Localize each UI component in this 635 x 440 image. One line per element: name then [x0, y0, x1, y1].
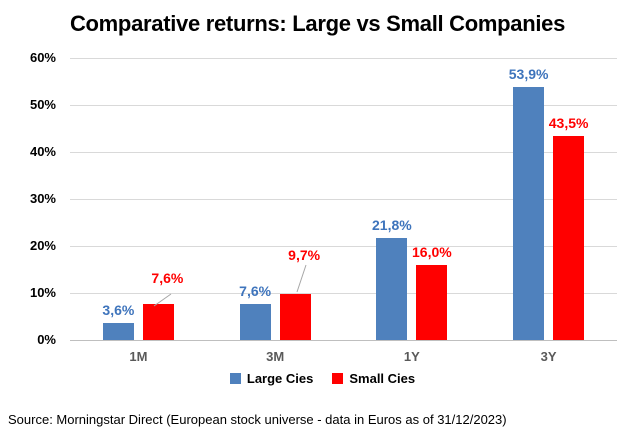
gridline — [70, 246, 617, 247]
large-cies-bar-1m — [102, 323, 134, 340]
value-label: 7,6% — [151, 270, 184, 286]
value-label: 21,8% — [372, 217, 412, 233]
large-cies-bar-3m — [239, 304, 271, 340]
value-label: 53,9% — [508, 66, 549, 82]
small-cies-bar-3y — [553, 136, 585, 340]
gridline — [70, 58, 617, 59]
category-label: 3M — [266, 349, 285, 364]
y-axis-tick-label: 10% — [29, 285, 56, 300]
y-axis-tick-label: 50% — [29, 97, 56, 112]
source-note: Source: Morningstar Direct (European sto… — [8, 412, 507, 427]
small-cies-bar-1y — [416, 265, 448, 340]
legend-swatch-icon — [229, 373, 241, 384]
y-axis-tick-label: 30% — [29, 191, 56, 206]
y-axis-tick-label: 0% — [37, 332, 56, 347]
large-cies-bar-1y — [376, 238, 408, 340]
legend-label: Small Cies — [349, 371, 416, 386]
value-label: 9,7% — [288, 247, 321, 263]
chart-title: Comparative returns: Large vs Small Comp… — [69, 11, 566, 36]
large-cies-bar-3y — [513, 87, 545, 340]
legend-item-large-cies: Large Cies — [229, 371, 314, 386]
value-label: 7,6% — [239, 283, 272, 299]
category-label: 3Y — [540, 349, 557, 364]
legend-swatch-icon — [332, 373, 344, 384]
legend-item-small-cies: Small Cies — [332, 371, 415, 386]
small-cies-bar-1m — [142, 304, 174, 340]
y-axis-tick-label: 20% — [29, 238, 56, 253]
x-axis-line — [70, 340, 617, 341]
category-label: 1Y — [403, 349, 420, 364]
gridline — [70, 199, 617, 200]
category-label: 1M — [129, 349, 148, 364]
small-cies-bar-3m — [279, 294, 311, 340]
legend-label: Large Cies — [246, 371, 314, 386]
legend: Large Cies Small Cies — [0, 371, 635, 386]
y-axis-tick-label: 40% — [29, 144, 56, 159]
y-axis-tick-label: 60% — [29, 50, 56, 65]
value-label: 3,6% — [102, 302, 135, 318]
gridline — [70, 293, 617, 294]
value-label: 16,0% — [412, 244, 452, 260]
gridline — [70, 105, 617, 106]
gridline — [70, 152, 617, 153]
value-label: 43,5% — [548, 115, 589, 131]
